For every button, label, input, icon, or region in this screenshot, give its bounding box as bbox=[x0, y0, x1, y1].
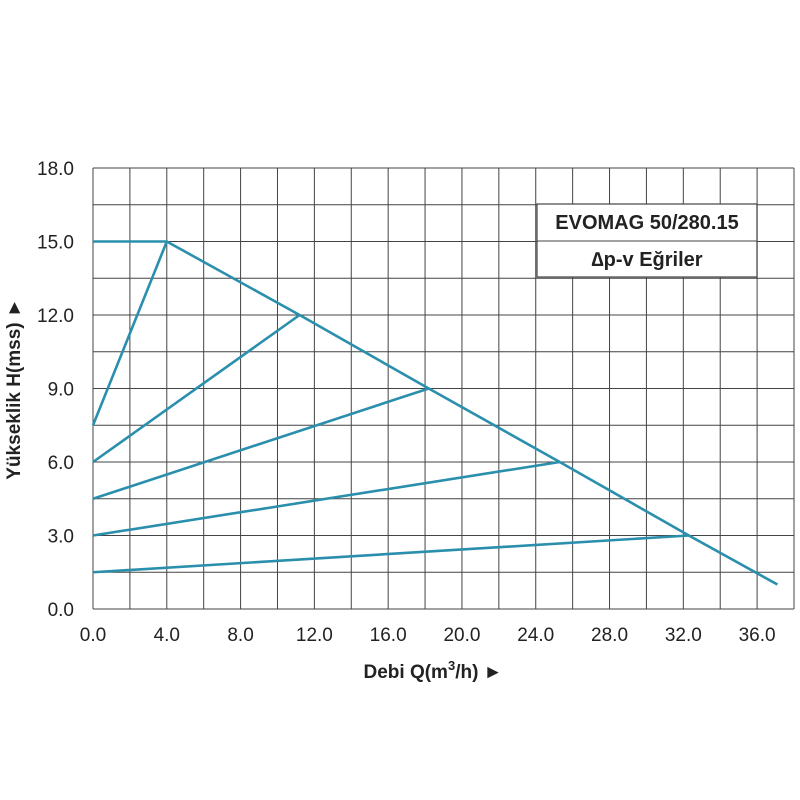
chart-subtitle: ∆p-v Eğriler bbox=[591, 249, 702, 271]
y-tick-label: 3.0 bbox=[48, 527, 74, 548]
y-tick-label: 15.0 bbox=[37, 233, 74, 254]
legend-box: EVOMAG 50/280.15 ∆p-v Eğriler bbox=[536, 203, 758, 278]
x-tick-label: 4.0 bbox=[154, 625, 180, 646]
x-tick-labels: 0.0 4.0 8.0 12.0 16.0 20.0 24.0 28.0 32.0 36.0 bbox=[80, 625, 776, 646]
x-tick-label: 20.0 bbox=[443, 625, 480, 646]
series-line-6 bbox=[92, 534, 689, 574]
x-axis-title-rest: /h) ► bbox=[455, 662, 502, 683]
series-line-4 bbox=[92, 387, 430, 500]
y-tick-label: 18.0 bbox=[37, 159, 74, 180]
x-tick-label: 12.0 bbox=[296, 625, 333, 646]
series-line-2 bbox=[91, 241, 168, 426]
x-tick-label: 24.0 bbox=[517, 625, 554, 646]
x-tick-label: 16.0 bbox=[370, 625, 407, 646]
series-line-1 bbox=[93, 240, 779, 586]
x-tick-label: 8.0 bbox=[227, 625, 253, 646]
y-tick-labels: 0.0 3.0 6.0 9.0 12.0 15.0 18.0 bbox=[37, 159, 74, 621]
x-axis-title-sup: 3 bbox=[448, 658, 455, 673]
series-line-3 bbox=[92, 313, 301, 464]
x-tick-label: 36.0 bbox=[739, 625, 776, 646]
y-tick-label: 6.0 bbox=[48, 453, 74, 474]
curve-series bbox=[91, 240, 779, 586]
y-tick-label: 0.0 bbox=[48, 600, 74, 621]
x-tick-label: 32.0 bbox=[665, 625, 702, 646]
x-tick-label: 28.0 bbox=[591, 625, 628, 646]
series-line-5 bbox=[92, 460, 560, 537]
y-axis-title: Yükseklik H(mss) ► bbox=[4, 298, 25, 479]
x-axis-title-main: Debi Q(m bbox=[364, 662, 448, 683]
y-tick-label: 9.0 bbox=[48, 380, 74, 401]
x-axis-title: Debi Q(m3/h) ► bbox=[364, 658, 503, 683]
x-tick-label: 0.0 bbox=[80, 625, 106, 646]
y-tick-label: 12.0 bbox=[37, 306, 74, 327]
chart-title: EVOMAG 50/280.15 bbox=[555, 212, 738, 234]
